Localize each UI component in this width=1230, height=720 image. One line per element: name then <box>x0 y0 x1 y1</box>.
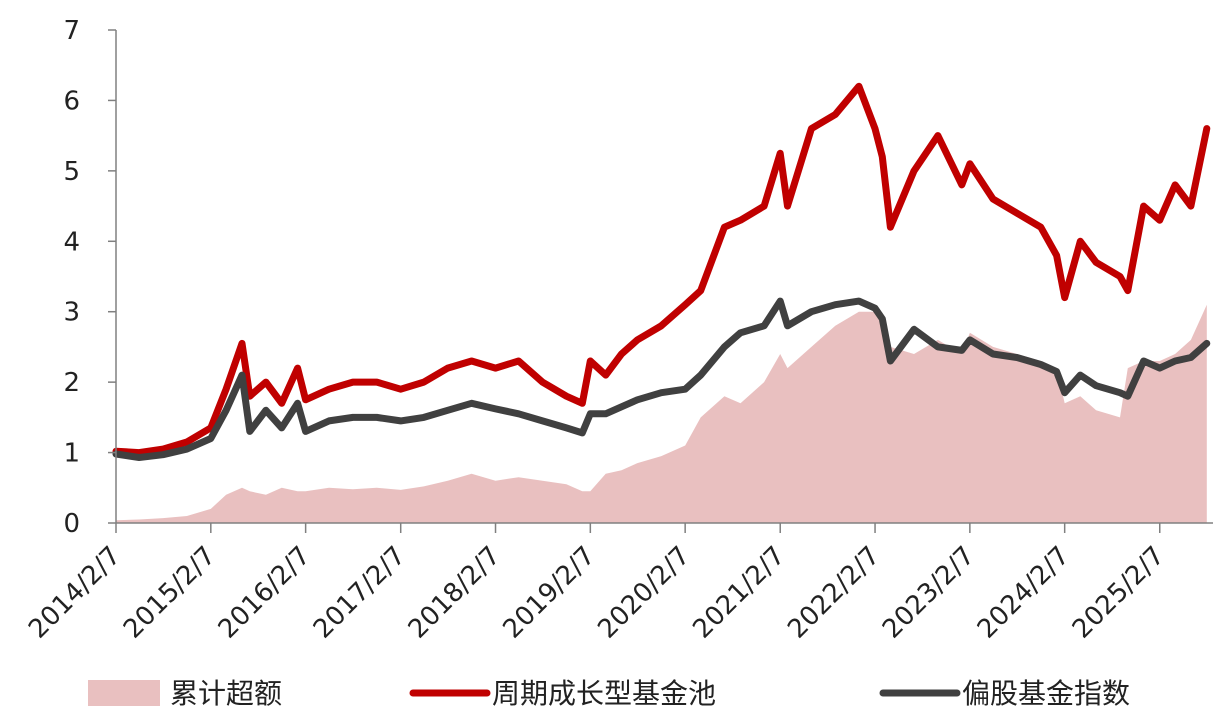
series-area-excess <box>116 304 1207 523</box>
series-line-equity-fund-index <box>112 297 1211 461</box>
y-tick-label: 5 <box>63 157 80 187</box>
x-tick-label: 2020/2/7 <box>592 541 696 645</box>
x-tick-label: 2017/2/7 <box>308 541 412 645</box>
x-tick-label: 2023/2/7 <box>877 541 981 645</box>
x-tick-label: 2019/2/7 <box>497 541 601 645</box>
legend: 累计超额 周期成长型基金池 偏股基金指数 <box>88 677 1130 710</box>
x-tick-label: 2021/2/7 <box>687 541 791 645</box>
y-tick-label: 6 <box>63 86 80 116</box>
legend-label: 周期成长型基金池 <box>492 677 716 710</box>
x-tick-label: 2016/2/7 <box>213 541 317 645</box>
x-tick-label: 2014/2/7 <box>23 541 127 645</box>
y-tick-label: 4 <box>63 227 80 257</box>
axes: 0 1 2 3 4 5 6 7 2014/2/72015/2/72016/2/72017/2/7… <box>23 16 1213 645</box>
y-tick-label: 1 <box>63 439 80 469</box>
y-tick-label: 3 <box>63 298 80 328</box>
x-tick-label: 2024/2/7 <box>972 541 1076 645</box>
x-tick-label: 2015/2/7 <box>118 541 222 645</box>
y-tick-label: 2 <box>63 368 80 398</box>
legend-label: 偏股基金指数 <box>962 677 1130 710</box>
x-tick-label: 2018/2/7 <box>403 541 507 645</box>
series-line-cyclical-growth-pool <box>112 82 1211 457</box>
legend-label: 累计超额 <box>170 677 282 710</box>
series-lines-layer <box>112 82 1211 461</box>
legend-swatch-excess <box>88 680 160 706</box>
y-tick-label: 7 <box>63 16 80 46</box>
y-tick-label: 0 <box>63 509 80 539</box>
x-tick-label: 2022/2/7 <box>782 541 886 645</box>
x-tick-label: 2025/2/7 <box>1067 541 1171 645</box>
excess-area-layer <box>116 304 1207 523</box>
